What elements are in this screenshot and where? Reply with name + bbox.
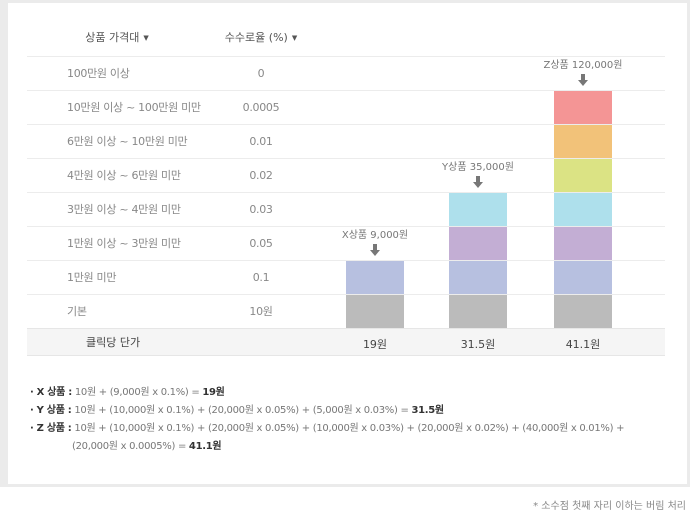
bar-segment	[554, 125, 612, 158]
price-range: 4만원 이상 ~ 6만원 미만	[67, 169, 181, 182]
table-row: 1만원 미만 0.1	[27, 260, 665, 294]
arrow-down-icon	[370, 244, 380, 256]
header-label: 수수로율 (%)	[224, 31, 288, 44]
table-row: 1만원 이상 ~ 3만원 미만 0.05	[27, 226, 665, 260]
fee-rate: 0.03	[249, 203, 273, 216]
price-range: 10만원 이상 ~ 100만원 미만	[67, 101, 201, 114]
note-y: · Y 상품 : 10원 + (10,000원 x 0.1%) + (20,00…	[30, 405, 444, 416]
fee-rate: 10원	[249, 305, 273, 318]
table-row: 10만원 이상 ~ 100만원 미만 0.0005	[27, 90, 665, 124]
bar-segment	[449, 227, 507, 260]
calculation-notes: · X 상품 : 10원 + (9,000원 x 0.1%) = 19원 · Y…	[30, 384, 624, 456]
bar-segment	[346, 295, 404, 328]
bar-segment	[554, 91, 612, 124]
price-range: 1만원 미만	[67, 271, 117, 284]
price-range: 3만원 이상 ~ 4만원 미만	[67, 203, 181, 216]
bar-segment	[554, 159, 612, 192]
price-range: 기본	[67, 305, 87, 318]
bar-segment	[554, 193, 612, 226]
arrow-down-icon	[473, 176, 483, 188]
note-z: · Z 상품 : 10원 + (10,000원 x 0.1%) + (20,00…	[30, 423, 625, 434]
fee-rate: 0	[257, 67, 265, 80]
bar-segment	[554, 261, 612, 294]
bar-segment	[449, 193, 507, 226]
fee-rate: 0.02	[249, 169, 273, 182]
table-row: 기본 10원	[27, 294, 665, 328]
table-row: 3만원 이상 ~ 4만원 미만 0.03	[27, 192, 665, 226]
cost-per-click: 41.1원	[565, 338, 601, 351]
bar-segment	[449, 295, 507, 328]
fee-rate: 0.0005	[242, 101, 280, 114]
product-label: Z상품 120,000원	[543, 60, 623, 71]
header-price-range[interactable]: 상품 가격대 ▼	[57, 20, 177, 56]
product-label: Y상품 35,000원	[442, 162, 514, 173]
arrow-down-icon	[578, 74, 588, 86]
footnote: * 소수점 첫째 자리 이하는 버림 처리	[533, 501, 686, 512]
product-label: X상품 9,000원	[341, 230, 409, 241]
caret-down-icon: ▼	[143, 34, 149, 42]
price-range: 6만원 이상 ~ 10만원 미만	[67, 135, 188, 148]
caret-down-icon: ▼	[291, 34, 298, 42]
table-row: 100만원 이상 0	[27, 56, 665, 90]
bar-segment	[346, 261, 404, 294]
total-row: 클릭당 단가	[27, 328, 665, 356]
price-range: 1만원 이상 ~ 3만원 미만	[67, 237, 181, 250]
note-z-cont: (20,000원 x 0.0005%) = 41.1원	[72, 441, 222, 452]
bar-segment	[449, 261, 507, 294]
fee-rate: 0.01	[249, 135, 273, 148]
header-label: 상품 가격대	[85, 31, 140, 44]
header-fee-rate[interactable]: 수수로율 (%) ▼	[211, 20, 311, 56]
fee-rate: 0.05	[249, 237, 273, 250]
price-range: 100만원 이상	[67, 67, 130, 80]
note-x: · X 상품 : 10원 + (9,000원 x 0.1%) = 19원	[30, 387, 225, 398]
cost-per-click: 31.5원	[460, 338, 496, 351]
fee-rate: 0.1	[252, 271, 270, 284]
table-row: 6만원 이상 ~ 10만원 미만 0.01	[27, 124, 665, 158]
table-row: 4만원 이상 ~ 6만원 미만 0.02	[27, 158, 665, 192]
bar-segment	[554, 227, 612, 260]
total-label: 클릭당 단가	[86, 336, 141, 349]
cost-per-click: 19원	[362, 338, 388, 351]
bar-segment	[554, 295, 612, 328]
